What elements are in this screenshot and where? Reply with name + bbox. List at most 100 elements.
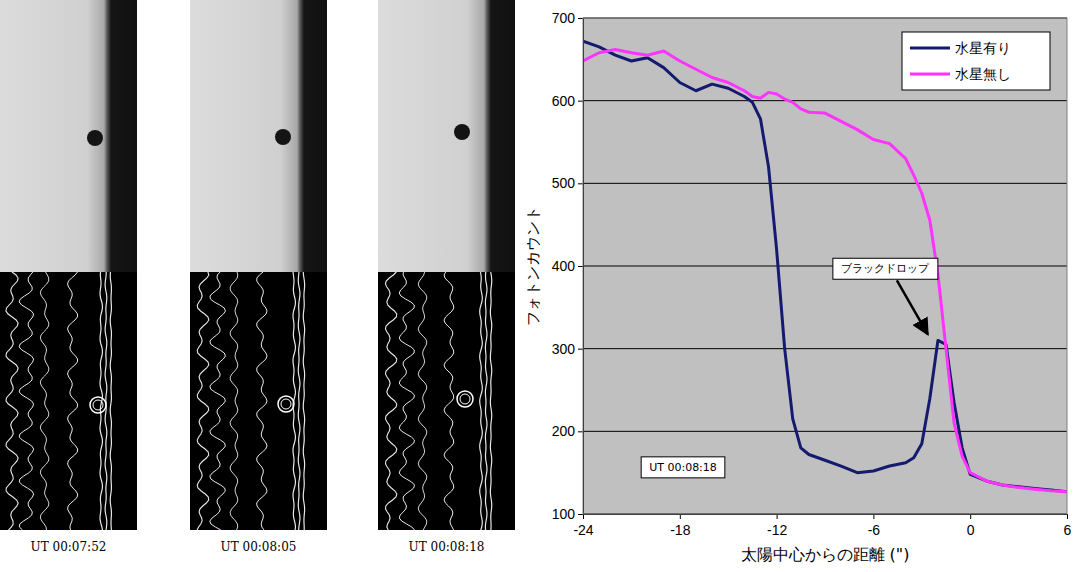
- mercury-ring: [278, 396, 294, 412]
- y-tick-mark: [578, 18, 583, 19]
- x-tick-label: -6: [868, 522, 881, 538]
- edge-contour: [480, 272, 483, 530]
- y-tick-label: 300: [552, 341, 576, 357]
- mercury-ring: [93, 400, 103, 410]
- annotation-label: ブラックドロップ: [841, 262, 930, 275]
- image-panel: [378, 0, 515, 530]
- x-axis-line: [584, 515, 1068, 520]
- y-tick: 600: [552, 93, 583, 109]
- y-tick: 400: [552, 258, 583, 274]
- y-tick-label: 500: [552, 175, 576, 191]
- mercury-ring: [281, 399, 291, 409]
- grid: [583, 18, 1067, 514]
- x-tick: 6: [1064, 514, 1072, 538]
- edge-contour: [418, 272, 427, 530]
- legend-swatch: [910, 73, 950, 76]
- y-tick: 500: [552, 175, 583, 191]
- y-tick-label: 700: [552, 10, 576, 26]
- grid-line: [583, 100, 1067, 101]
- x-tick-label: -24: [573, 522, 593, 538]
- edge-contour: [257, 272, 267, 530]
- edge-contour: [298, 272, 300, 530]
- y-tick: 700: [552, 10, 583, 26]
- x-tick-mark: [1067, 514, 1068, 519]
- plot-frame: [583, 18, 1067, 514]
- edge-lines: [385, 272, 491, 530]
- image-panel: [0, 0, 137, 530]
- grid-line: [583, 348, 1067, 349]
- x-tick: -6: [868, 514, 881, 538]
- image-panel: [190, 0, 327, 530]
- legend-label: 水星有り: [955, 40, 1011, 56]
- annotation: ブラックドロップ: [833, 258, 938, 334]
- solar-image: [190, 0, 327, 272]
- x-tick-mark: [873, 514, 874, 519]
- x-tick-label: -18: [670, 522, 690, 538]
- x-tick: -24: [573, 514, 593, 538]
- image-label: UT 00:08:18: [409, 540, 485, 554]
- mercury-disk: [454, 124, 470, 140]
- edge-contour: [19, 272, 34, 530]
- annotation: UT 00:08:18: [641, 457, 725, 478]
- edge-contour: [399, 272, 414, 530]
- edge-contour: [444, 272, 454, 530]
- mercury-disk: [275, 129, 291, 145]
- edge-contour: [110, 272, 111, 530]
- edge-contour: [68, 272, 78, 530]
- y-tick-mark: [578, 514, 583, 515]
- mercury-ring: [90, 397, 106, 413]
- x-tick-mark: [680, 514, 681, 519]
- series-line: [583, 41, 1067, 492]
- y-tick-label: 600: [552, 93, 576, 109]
- lines: [583, 41, 1067, 492]
- grid-line: [583, 183, 1067, 184]
- y-tick-label: 400: [552, 258, 576, 274]
- grid-line: [583, 431, 1067, 432]
- edge-image: [378, 272, 515, 530]
- y-tick-mark: [578, 101, 583, 102]
- annotation-box: [833, 258, 938, 279]
- legend-swatch: [910, 47, 950, 50]
- legend-label: 水星無し: [955, 66, 1011, 82]
- y-tick-label: 100: [552, 506, 576, 522]
- edge-contour: [40, 272, 49, 530]
- x-axis-title: 太陽中心からの距離 ("): [741, 545, 910, 564]
- x-tick: -18: [670, 514, 690, 538]
- edge-contour: [485, 272, 487, 530]
- y-tick: 100: [552, 506, 583, 522]
- x-tick-mark: [970, 514, 971, 519]
- y-axis-title: フォトンカウント: [524, 206, 542, 326]
- x-tick-label: 0: [967, 522, 975, 538]
- x-tick-label: 6: [1064, 522, 1072, 538]
- edge-image: [0, 272, 137, 530]
- annotation-label: UT 00:08:18: [649, 461, 717, 474]
- figure: UT 00:07:52UT 00:08:05UT 00:08:18-24-18-…: [0, 0, 1084, 572]
- edge-image: [190, 272, 327, 530]
- edge-contour: [303, 272, 304, 530]
- edge-contour: [197, 272, 209, 530]
- plot-area: [583, 18, 1067, 514]
- grid-line: [583, 266, 1067, 267]
- series-line: [583, 49, 1067, 491]
- legend: 水星有り水星無し: [902, 32, 1050, 90]
- annotation-box: [641, 457, 725, 478]
- image-label: UT 00:07:52: [31, 540, 107, 554]
- x-tick-label: -12: [767, 522, 787, 538]
- y-tick: 300: [552, 341, 583, 357]
- x-axis: -24 -18 -12 -6 0 6: [573, 514, 1071, 538]
- x-tick: -12: [767, 514, 787, 538]
- x-tick-mark: [777, 514, 778, 519]
- legend-box: [902, 32, 1050, 90]
- mercury-ring: [457, 391, 473, 407]
- mercury-ring: [460, 394, 470, 404]
- x-tick: 0: [967, 514, 975, 538]
- edge-contour: [385, 272, 396, 530]
- solar-image: [0, 0, 137, 272]
- edge-contour: [6, 272, 18, 530]
- edge-contour: [210, 272, 226, 530]
- edge-contour: [230, 272, 238, 530]
- y-tick-mark: [578, 183, 583, 184]
- mercury-disk: [87, 130, 103, 146]
- solar-image: [378, 0, 515, 272]
- y-tick-mark: [578, 349, 583, 350]
